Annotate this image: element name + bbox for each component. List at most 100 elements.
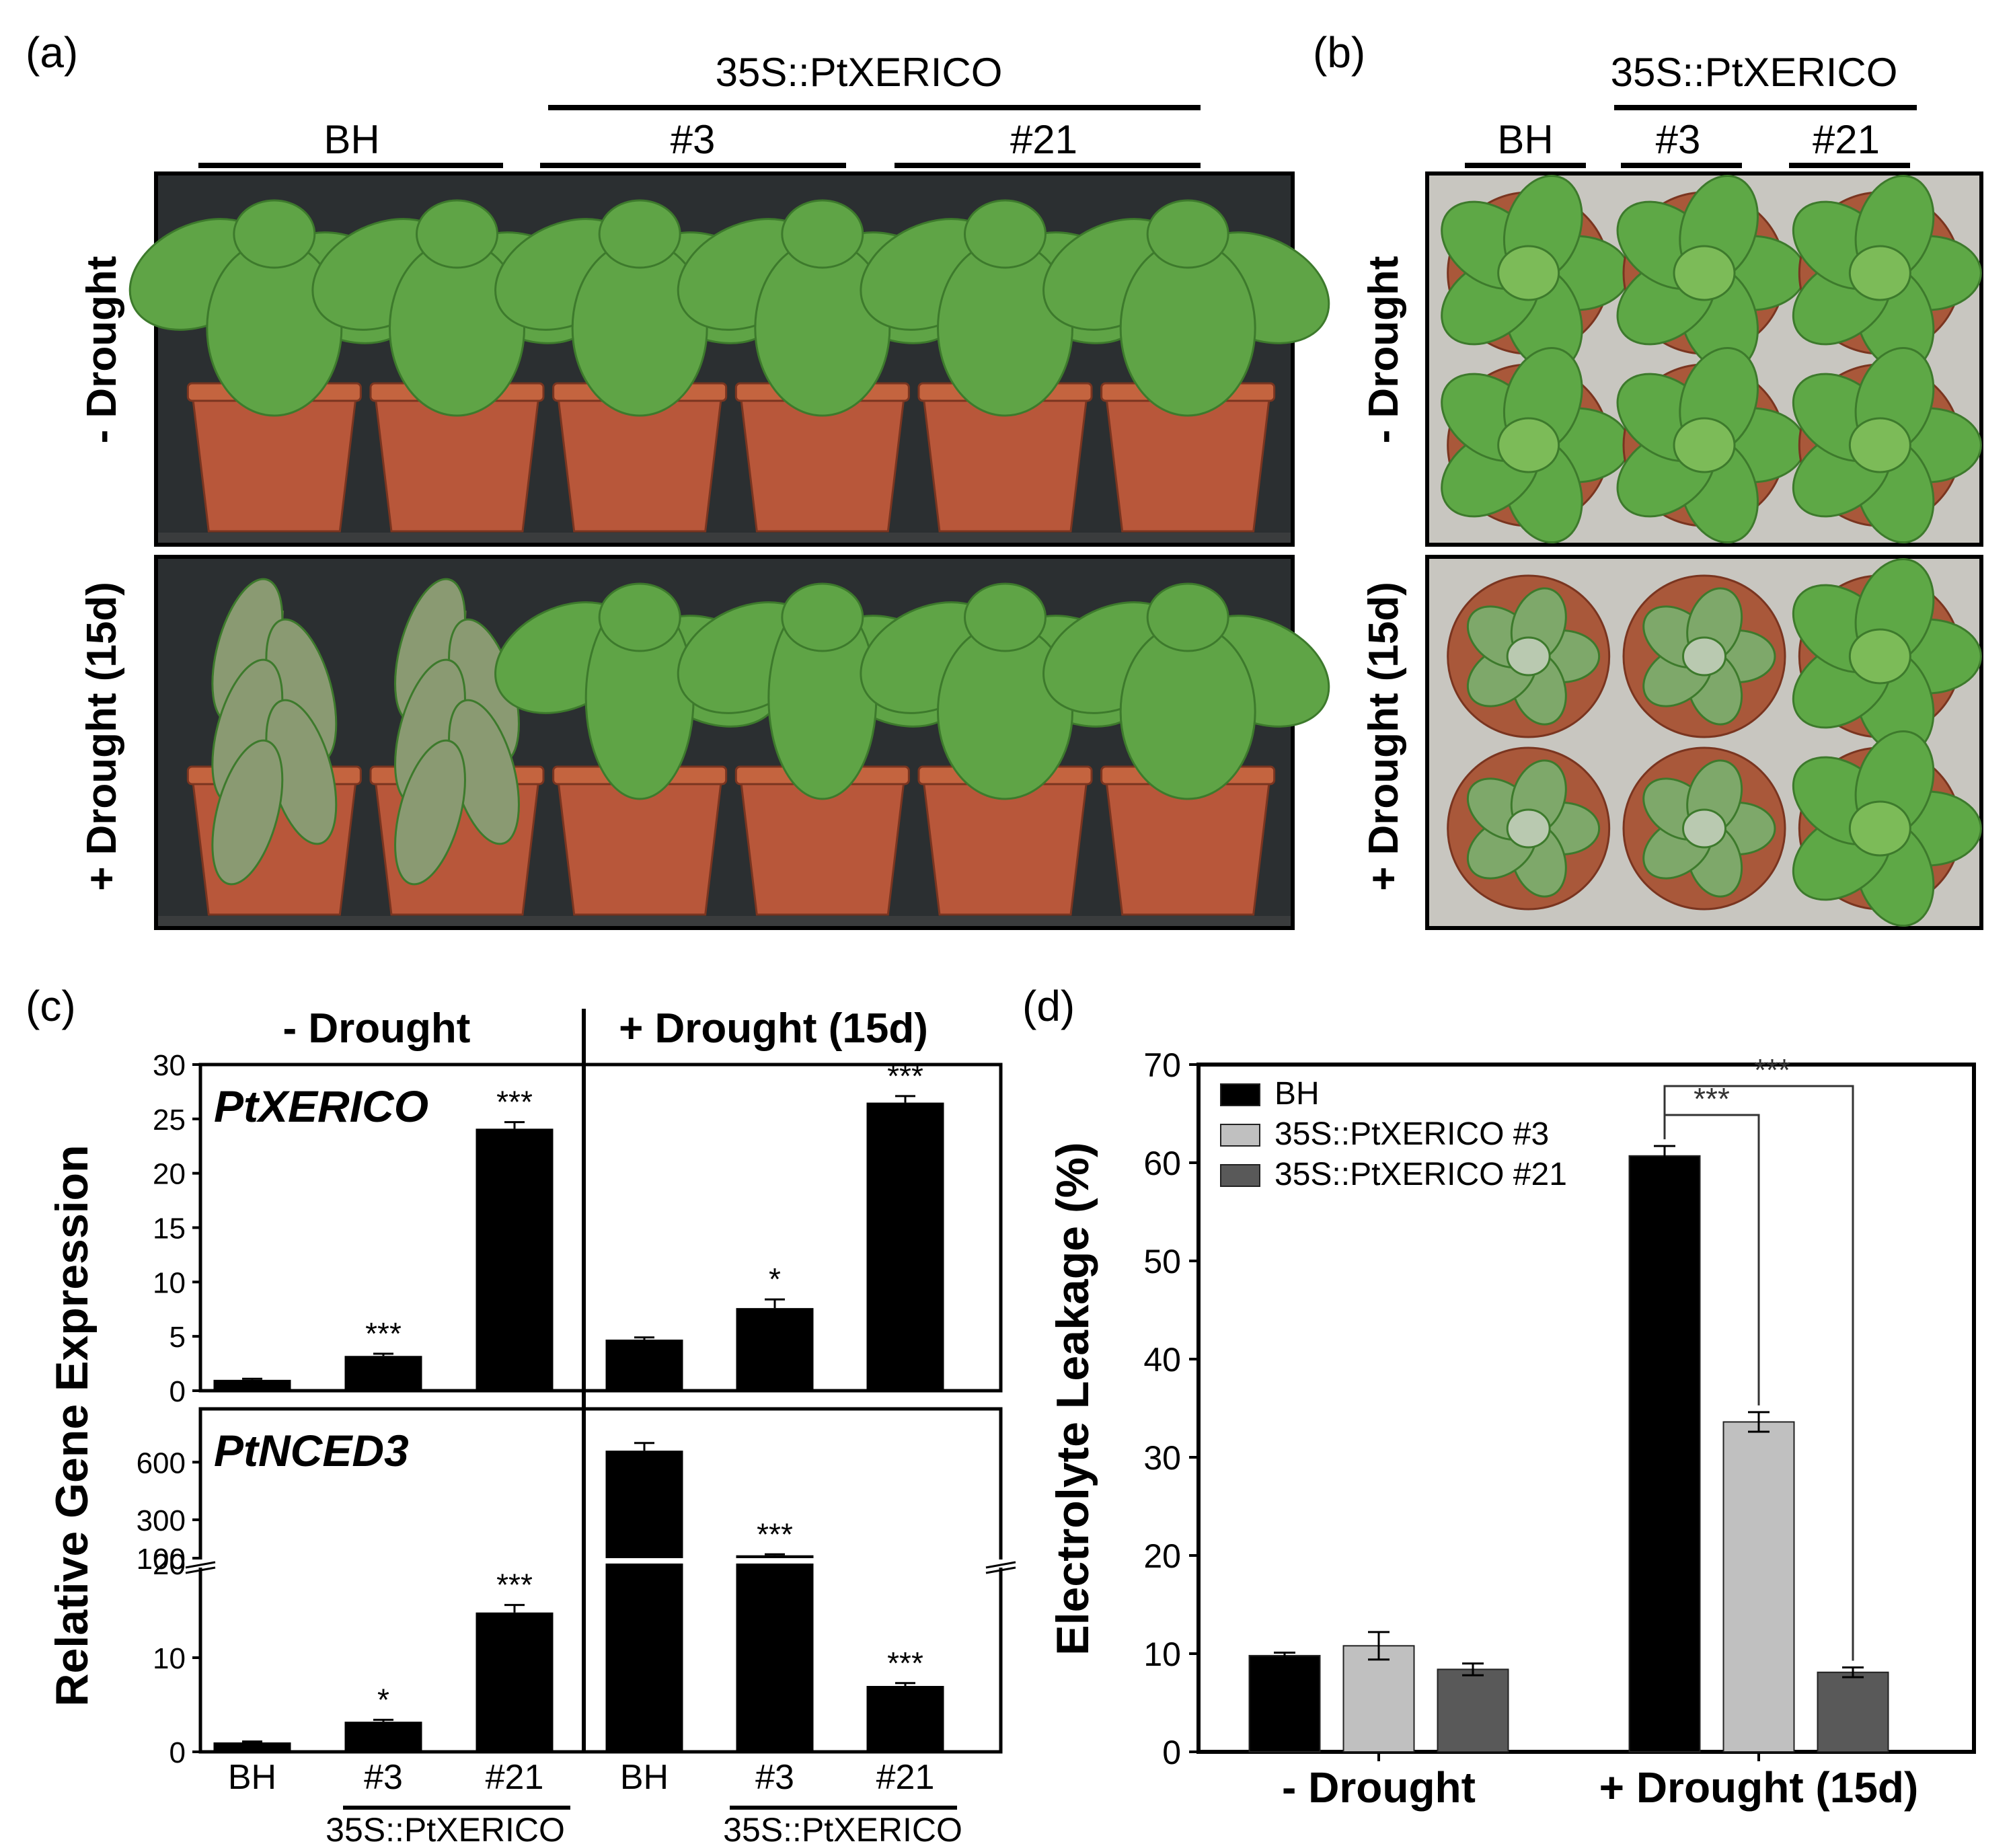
photo-b-control <box>1425 171 1983 547</box>
panel-c-condition-control: - Drought <box>283 1005 471 1052</box>
legend-swatch <box>1220 1083 1260 1106</box>
leaf <box>964 199 1047 269</box>
plot-frame-bottom <box>198 1407 1003 1754</box>
bar-leakage <box>1817 1671 1889 1753</box>
panel-b-col-bh: BH <box>1497 117 1553 162</box>
bar-ptnced3 <box>213 1742 291 1752</box>
panel-a-col-3: #3 <box>671 117 716 162</box>
panel-b-group-label: 35S::PtXERICO <box>1611 50 1898 95</box>
bar-ptnced3 <box>866 1686 944 1752</box>
axis-break-mark <box>185 1561 216 1569</box>
panel-c-gene-top: PtXERICO <box>214 1081 428 1131</box>
bar-ptxerico <box>213 1379 291 1391</box>
plot-frame <box>1196 1063 1976 1754</box>
panel-a-col-bh: BH <box>324 117 379 162</box>
x-tick-label: BH <box>228 1758 276 1797</box>
panel-a-group-label: 35S::PtXERICO <box>716 50 1003 95</box>
leaf <box>233 199 316 269</box>
panel-b-label: (b) <box>1313 28 1365 77</box>
bar-leakage <box>1628 1155 1701 1753</box>
leaf <box>598 199 681 269</box>
panel-a-label: (a) <box>26 28 78 77</box>
panel-a-col-21: #21 <box>1010 117 1077 162</box>
legend-swatch <box>1220 1164 1260 1187</box>
y-tick-label: 10 <box>153 1266 186 1299</box>
panel-b-row-label-drought: + Drought (15d) <box>1361 582 1407 891</box>
x-tick-label: BH <box>620 1758 669 1797</box>
y-tick-label: 15 <box>153 1212 186 1245</box>
y-tick-label: 40 <box>1143 1341 1181 1379</box>
y-tick-label: 0 <box>1162 1734 1181 1771</box>
significance-label: *** <box>496 1085 533 1120</box>
panel-c-ylabel: Relative Gene Expression <box>46 1145 98 1706</box>
y-tick-label: 0 <box>169 1375 186 1408</box>
leaf-center <box>1506 808 1551 849</box>
significance-label: *** <box>496 1568 533 1603</box>
y-tick-label: 0 <box>169 1736 186 1769</box>
y-tick-label: 60 <box>1143 1145 1181 1182</box>
significance-label: *** <box>1694 1081 1730 1116</box>
legend-swatch <box>1220 1124 1260 1147</box>
leaf-center <box>1497 245 1560 301</box>
y-tick-label: 20 <box>153 1548 186 1581</box>
x-tick-label: #3 <box>755 1758 794 1797</box>
significance-bracket <box>1663 1114 1760 1406</box>
bar-leakage <box>1437 1668 1509 1753</box>
panel-c-group-label-2: 35S::PtXERICO <box>723 1811 962 1848</box>
leaf-center <box>1497 417 1560 473</box>
leaf-center <box>1682 808 1726 849</box>
panel-b-col-21: #21 <box>1813 117 1880 162</box>
bar-ptxerico <box>344 1356 422 1391</box>
axis-break-mark <box>185 1566 216 1574</box>
significance-label: *** <box>757 1516 793 1551</box>
panel-c-label: (c) <box>26 982 76 1030</box>
panel-c-condition-drought: + Drought (15d) <box>619 1005 928 1052</box>
panel-a: (a) 35S::PtXERICO BH #3 #21 - Drought + … <box>26 28 1330 930</box>
panel-d-xcat-control: - Drought <box>1282 1763 1476 1812</box>
bar-ptnced3-upper <box>605 1451 683 1558</box>
significance-label: *** <box>887 1058 923 1093</box>
significance-label: *** <box>887 1646 923 1681</box>
y-tick-label: 300 <box>137 1504 186 1537</box>
legend-label: 35S::PtXERICO #21 <box>1275 1157 1567 1192</box>
panel-a-row-label-control: - Drought <box>79 256 125 444</box>
panel-a-row-label-drought: + Drought (15d) <box>79 582 125 891</box>
panel-b: (b) 35S::PtXERICO BH #3 #21 - Drought + … <box>1313 28 1983 930</box>
y-tick-label: 10 <box>1143 1635 1181 1673</box>
leaf-center <box>1848 628 1911 685</box>
x-tick-label: #21 <box>486 1758 544 1797</box>
leaf <box>416 199 498 269</box>
leaf-center <box>1673 245 1736 301</box>
bar-ptnced3-upper <box>736 1555 814 1558</box>
bar-leakage <box>1248 1654 1321 1753</box>
significance-bracket <box>1663 1085 1854 1661</box>
leaf <box>1146 199 1229 269</box>
photo-a-drought <box>154 555 1330 930</box>
y-tick-label: 50 <box>1143 1243 1181 1280</box>
panel-c-chart: 051015202530**********01020100300600****… <box>137 1009 1016 1797</box>
y-tick-label: 30 <box>1143 1439 1181 1477</box>
bar-ptxerico <box>605 1340 683 1391</box>
wilted-leaf <box>394 739 466 886</box>
leaf-center <box>1506 636 1551 677</box>
y-tick-label: 10 <box>153 1642 186 1675</box>
bar-ptnced3 <box>344 1722 422 1752</box>
leaf-center <box>1682 636 1726 677</box>
panel-d-xcat-drought: + Drought (15d) <box>1599 1763 1919 1812</box>
leaf-center <box>1673 417 1736 473</box>
panel-c-gene-bottom: PtNCED3 <box>214 1426 409 1475</box>
leaf <box>964 582 1047 652</box>
wilted-leaf <box>211 739 284 886</box>
y-tick-label: 100 <box>137 1543 186 1576</box>
y-tick-label: 25 <box>153 1104 186 1137</box>
y-tick-label: 70 <box>1143 1046 1181 1084</box>
legend-label: 35S::PtXERICO #3 <box>1275 1116 1549 1152</box>
panel-c: (c) - Drought + Drought (15d) Relative G… <box>26 982 1016 1848</box>
bar-ptnced3-lower <box>605 1564 683 1752</box>
significance-label: *** <box>365 1316 402 1351</box>
photo-floor <box>158 916 1291 926</box>
leaf-center <box>1848 800 1911 857</box>
photo-floor <box>158 533 1291 543</box>
leaf <box>1146 582 1229 652</box>
